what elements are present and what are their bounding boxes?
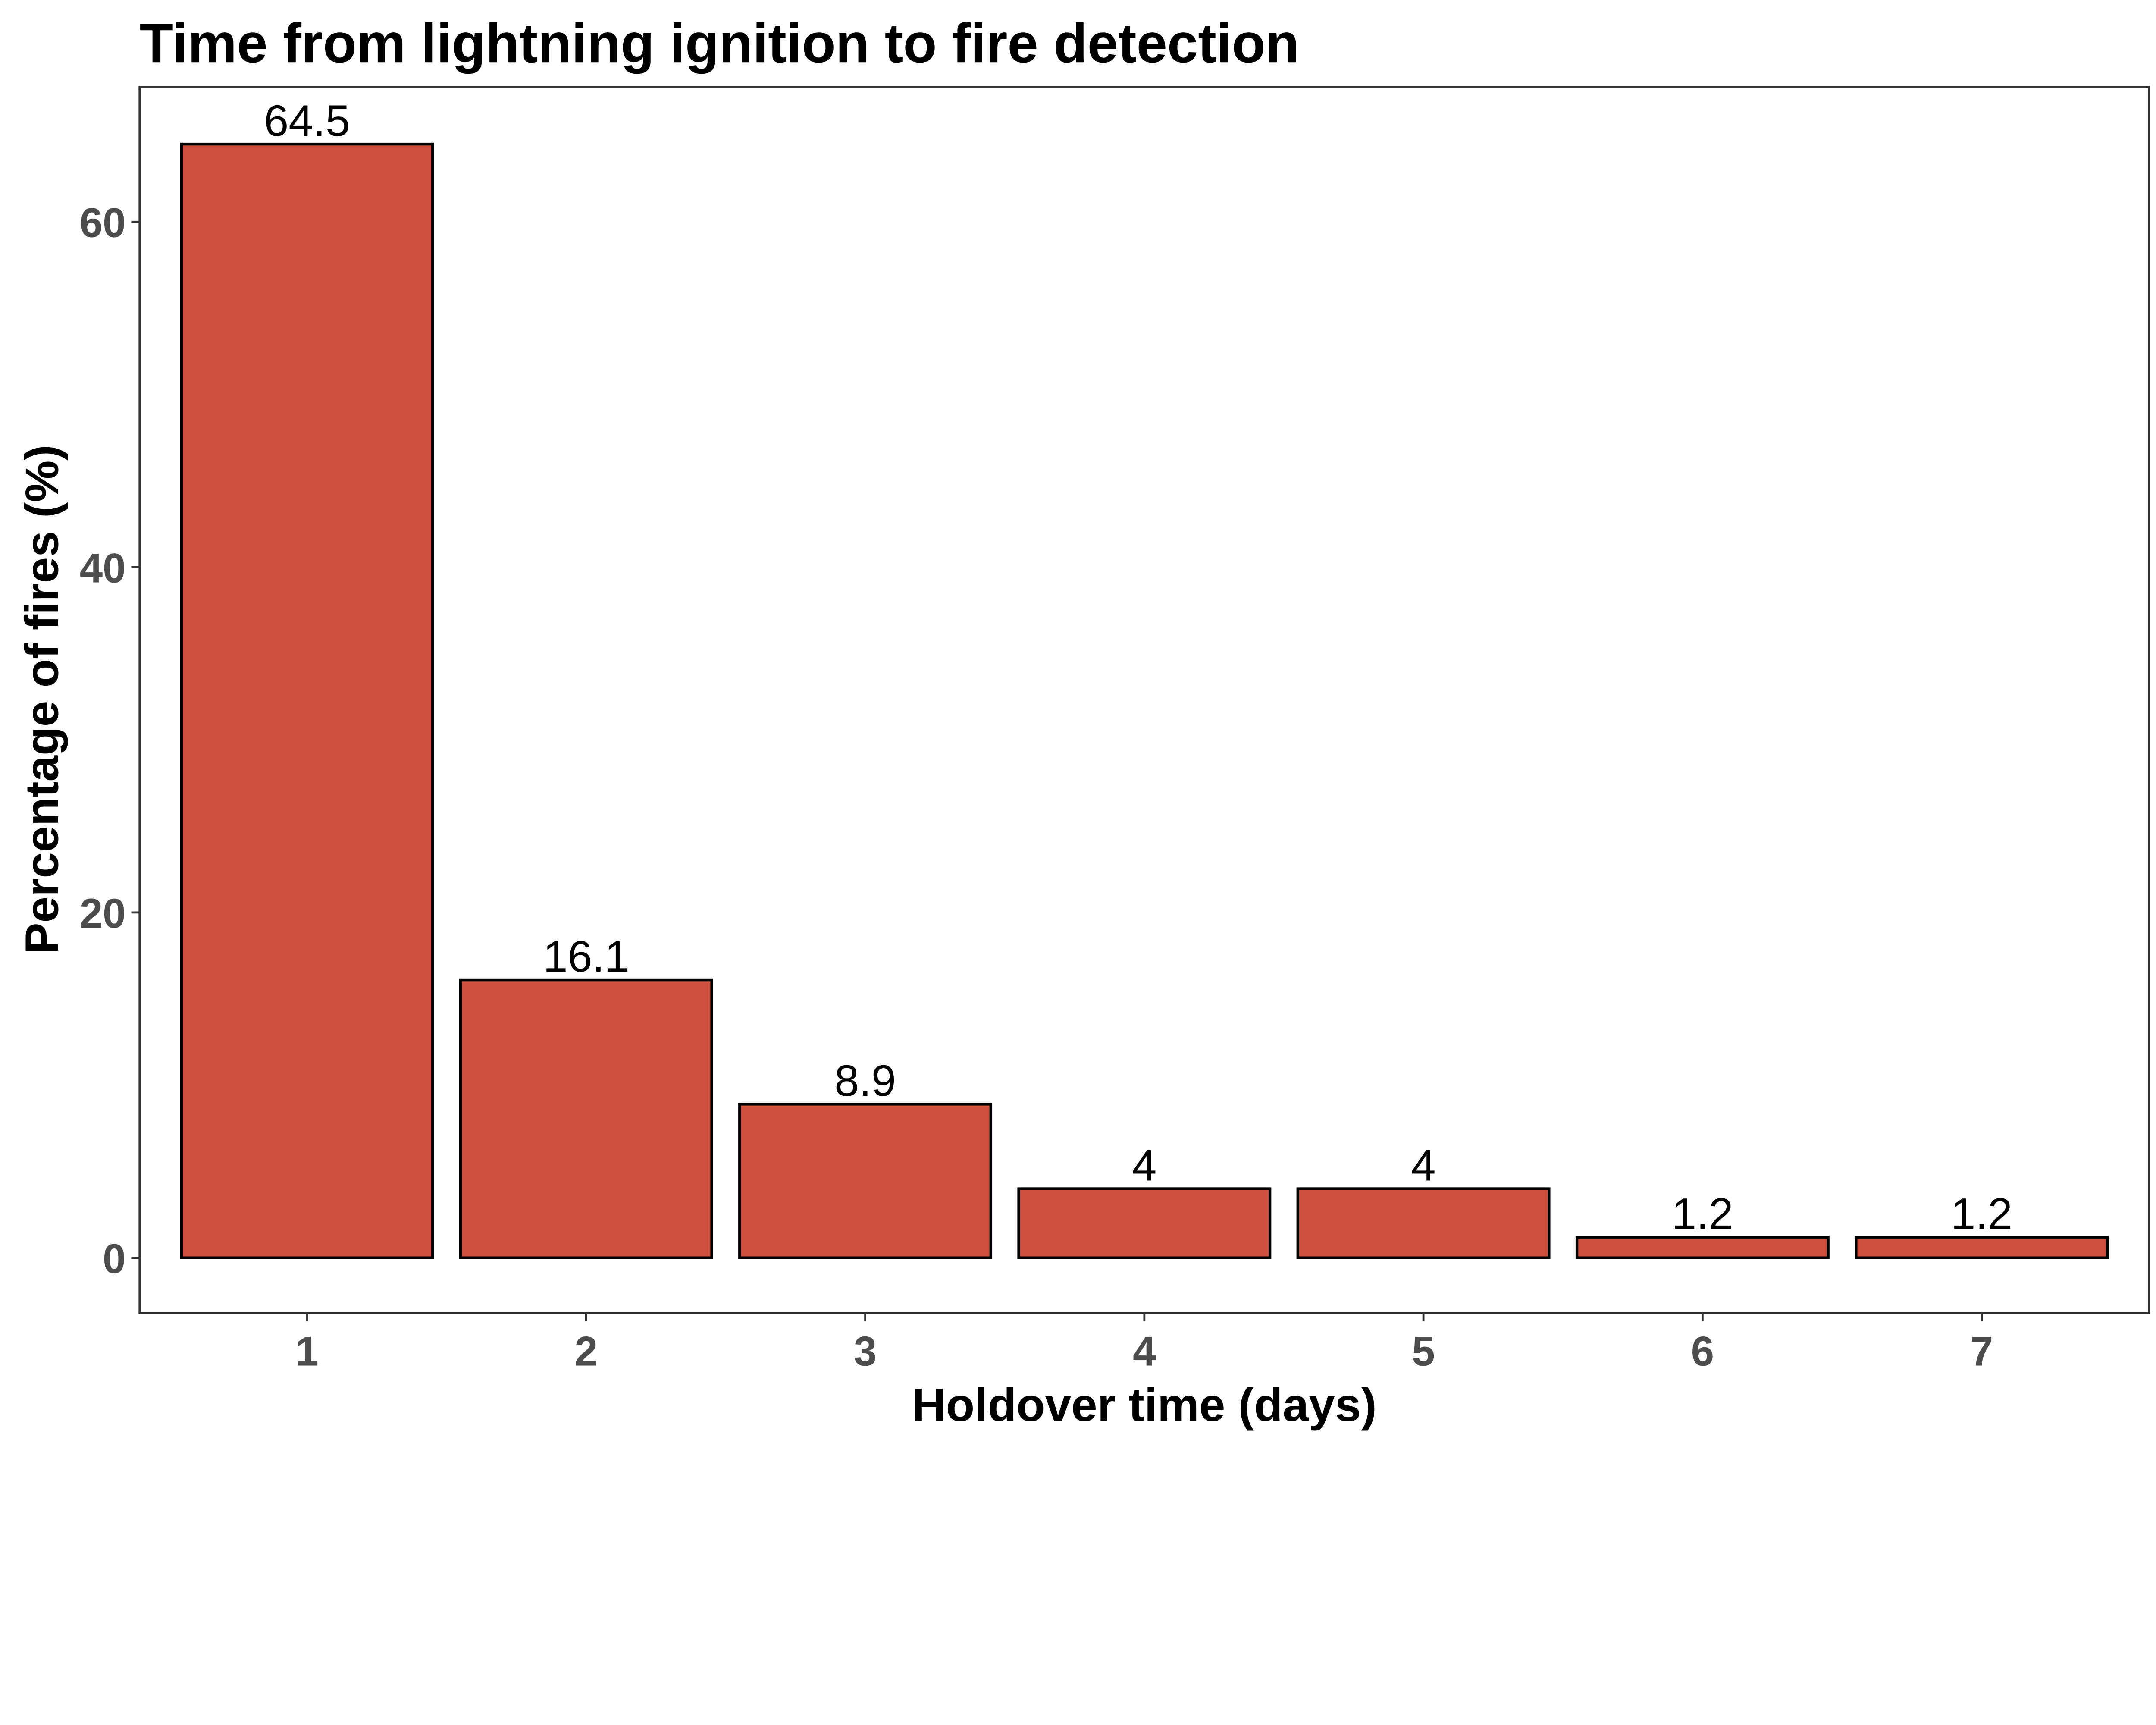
y-tick-label: 60 — [80, 200, 126, 246]
x-tick-label: 4 — [1133, 1329, 1156, 1375]
bars: 64.5 16.1 8.9 4 4 1.2 1.2 — [180, 96, 2109, 1259]
y-tick-label: 20 — [80, 891, 126, 937]
bar — [1296, 1187, 1551, 1259]
y-axis: 0 20 40 60 — [80, 200, 140, 1282]
data-label: 64.5 — [264, 96, 350, 145]
x-tick-label: 3 — [854, 1329, 877, 1375]
data-label: 1.2 — [1951, 1189, 2012, 1238]
data-label: 1.2 — [1672, 1189, 1733, 1238]
data-label: 4 — [1411, 1140, 1436, 1190]
x-tick-label: 2 — [575, 1329, 598, 1375]
chart-title: Time from lightning ignition to fire det… — [140, 13, 1299, 74]
bar — [459, 978, 713, 1259]
x-tick-label: 5 — [1412, 1329, 1435, 1375]
data-label: 16.1 — [543, 932, 630, 981]
x-tick-label: 6 — [1691, 1329, 1714, 1375]
data-label: 8.9 — [834, 1056, 896, 1105]
data-label: 4 — [1132, 1140, 1156, 1190]
x-axis: 1 2 3 4 5 6 7 — [295, 1313, 1993, 1375]
x-tick-label: 7 — [1970, 1329, 1993, 1375]
bar — [738, 1103, 993, 1259]
y-axis-label: Percentage of fires (%) — [16, 445, 69, 954]
y-tick-label: 0 — [103, 1236, 125, 1282]
x-axis-label: Holdover time (days) — [912, 1379, 1377, 1431]
bar-chart: Time from lightning ignition to fire det… — [16, 13, 2150, 1431]
bar — [1855, 1236, 2109, 1259]
x-tick-label: 1 — [295, 1329, 318, 1375]
plot-panel — [138, 86, 2150, 1314]
bar — [180, 142, 434, 1259]
bar — [1575, 1236, 1830, 1259]
y-tick-label: 40 — [80, 545, 126, 591]
bar — [1017, 1187, 1272, 1259]
